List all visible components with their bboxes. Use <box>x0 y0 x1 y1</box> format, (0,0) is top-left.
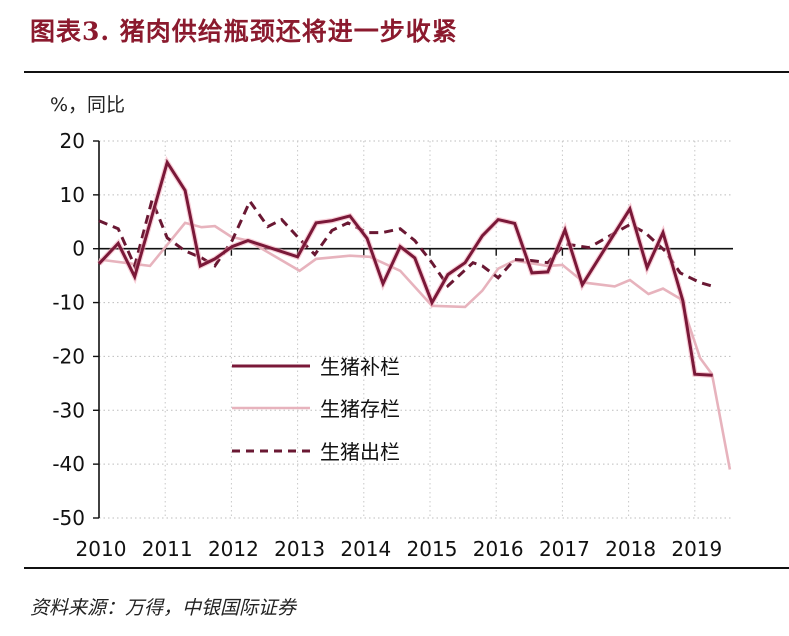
series-line-1 <box>97 158 713 377</box>
x-tick-label: 2010 <box>76 537 127 561</box>
axes <box>93 140 733 519</box>
y-tick-label: -20 <box>52 344 85 368</box>
x-tick-label: 2018 <box>605 537 656 561</box>
top-divider <box>24 71 789 73</box>
y-tick-label: -40 <box>52 452 85 476</box>
series-line-3 <box>98 195 714 289</box>
source-note: 资料来源：万得，中银国际证券 <box>30 597 297 619</box>
x-tick-label: 2014 <box>340 537 391 561</box>
y-axis-tick-labels: 20 10 0 -10 -20 -30 -40 -50 <box>52 129 85 530</box>
y-tick-label: -30 <box>52 398 85 422</box>
legend-label: 生猪存栏 <box>320 397 400 421</box>
data-series <box>97 155 732 470</box>
y-tick-label: 10 <box>60 183 85 207</box>
series-line-2 <box>98 221 732 470</box>
legend-label: 生猪补栏 <box>320 355 400 379</box>
chart-title: 图表3. 猪肉供给瓶颈还将进一步收紧 <box>30 17 458 46</box>
y-tick-label: -10 <box>52 291 85 315</box>
x-tick-label: 2015 <box>407 537 458 561</box>
x-tick-label: 2013 <box>274 537 325 561</box>
bottom-divider <box>24 567 789 569</box>
x-tick-label: 2011 <box>142 537 193 561</box>
y-axis-unit-label: %，同比 <box>50 94 126 116</box>
x-tick-label: 2012 <box>208 537 259 561</box>
y-tick-label: -50 <box>52 506 85 530</box>
y-tick-label: 20 <box>60 129 85 153</box>
x-tick-label: 2016 <box>473 537 524 561</box>
x-tick-label: 2019 <box>671 537 722 561</box>
y-tick-label: 0 <box>72 237 85 261</box>
x-axis-tick-labels: 2010 2011 2012 2013 2014 2015 2016 2017 2018 2019 <box>76 537 723 561</box>
x-tick-label: 2017 <box>539 537 590 561</box>
legend-label: 生猪出栏 <box>320 440 400 464</box>
gridlines <box>99 140 733 519</box>
